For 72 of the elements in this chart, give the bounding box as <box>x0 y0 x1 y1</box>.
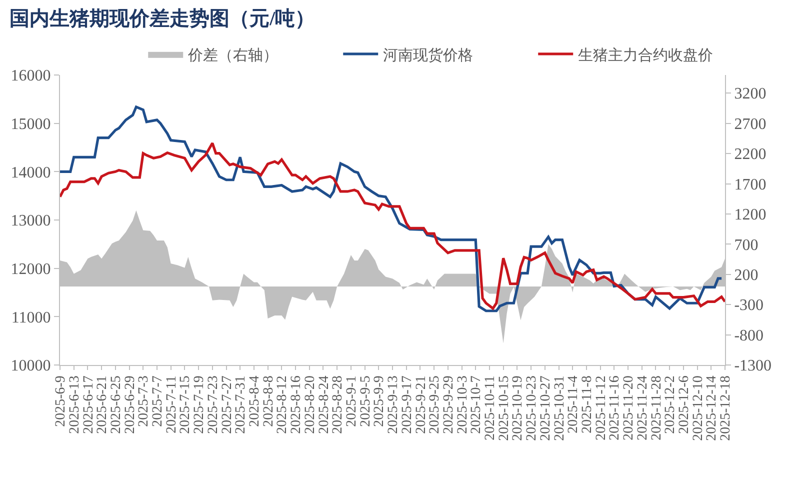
x-tick-label: 2025-11-16 <box>608 376 623 440</box>
y2-tick-label: 2700 <box>734 116 766 133</box>
x-tick-label: 2025-9-25 <box>428 376 443 434</box>
x-tick-label: 2025-9-21 <box>414 376 429 434</box>
x-tick-label: 2025-10-23 <box>524 376 540 441</box>
x-tick-label: 2025-10-31 <box>552 376 568 441</box>
legend-label: 价差（右轴） <box>187 46 278 64</box>
x-tick-label: 2025-12-14 <box>704 376 720 441</box>
chart-title: 国内生猪期现价差走势图（元/吨） <box>10 8 316 30</box>
y2-tick-label: -1300 <box>734 358 772 375</box>
x-tick-label: 2025-9-17 <box>400 376 415 434</box>
y2-tick-label: -800 <box>734 327 764 344</box>
x-tick-label: 2025-8-28 <box>330 376 346 434</box>
x-tick-label: 2025-12-6 <box>676 376 692 434</box>
line-series <box>60 142 725 310</box>
x-tick-label: 2025-6-29 <box>122 376 138 434</box>
x-tick-label: 2025-7-31 <box>234 376 249 434</box>
y-tick-label: 12000 <box>10 260 51 278</box>
x-tick-label: 2025-10-27 <box>538 376 554 441</box>
x-tick-label: 2025-11-20 <box>622 376 637 440</box>
x-tick-label: 2025-7-23 <box>206 376 221 434</box>
x-tick-label: 2025-12-2 <box>663 376 678 434</box>
x-tick-label: 2025-9-9 <box>372 376 388 427</box>
x-tick-label: 2025-8-8 <box>261 376 276 427</box>
x-tick-label: 2025-8-4 <box>248 376 263 427</box>
x-tick-label: 2025-12-18 <box>718 376 734 441</box>
x-tick-label: 2025-7-19 <box>192 376 208 434</box>
x-tick-label: 2025-8-16 <box>289 376 304 434</box>
legend-label: 生猪主力合约收盘价 <box>578 46 714 64</box>
x-tick-label: 2025-7-7 <box>150 376 166 427</box>
y-tick-label: 10000 <box>10 358 51 375</box>
y2-tick-label: 700 <box>734 236 758 254</box>
y2-tick-label: 3200 <box>734 86 766 103</box>
x-tick-label: 2025-9-13 <box>386 376 402 434</box>
x-tick-label: 2025-11-12 <box>594 376 609 440</box>
y-tick-label: 14000 <box>10 164 51 182</box>
x-tick-label: 2025-11-28 <box>649 376 664 440</box>
x-tick-label: 2025-6-13 <box>67 376 82 434</box>
y2-tick-label: 200 <box>734 266 758 284</box>
x-tick-label: 2025-8-24 <box>316 376 332 434</box>
y2-tick-label: 1700 <box>734 176 766 194</box>
y2-tick-label: -300 <box>734 297 764 314</box>
x-tick-label: 2025-6-21 <box>95 376 110 434</box>
x-tick-label: 2025-6-25 <box>108 376 124 434</box>
x-tick-label: 2025-12-10 <box>690 376 706 441</box>
legend-label: 河南现货价格 <box>383 46 474 64</box>
x-tick-label: 2025-10-7 <box>469 376 484 434</box>
x-tick-label: 2025-11-24 <box>635 376 650 440</box>
x-tick-label: 2025-6-17 <box>81 376 96 434</box>
x-tick-label: 2025-9-1 <box>344 376 360 427</box>
x-tick-label: 2025-9-5 <box>358 376 374 427</box>
x-tick-label: 2025-8-20 <box>302 376 318 434</box>
x-tick-label: 2025-6-9 <box>54 376 69 427</box>
y-tick-label: 13000 <box>10 212 51 230</box>
x-tick-label: 2025-10-15 <box>496 376 512 441</box>
x-tick-label: 2025-7-11 <box>164 376 180 434</box>
x-tick-label: 2025-10-19 <box>510 376 526 441</box>
x-tick-label: 2025-9-29 <box>441 376 456 434</box>
x-tick-label: 2025-10-3 <box>455 376 470 434</box>
line-series <box>60 106 723 312</box>
y-tick-label: 15000 <box>10 116 51 133</box>
x-tick-label: 2025-7-3 <box>136 376 152 427</box>
x-tick-label: 2025-8-12 <box>275 376 290 434</box>
y2-tick-label: 1200 <box>734 206 766 224</box>
x-tick-label: 2025-7-15 <box>178 376 194 434</box>
y2-tick-label: 2200 <box>734 146 766 164</box>
x-tick-label: 2025-11-4 <box>566 376 582 434</box>
x-tick-label: 2025-7-27 <box>220 376 235 434</box>
y-tick-label: 16000 <box>10 68 51 85</box>
y-tick-label: 11000 <box>11 309 51 326</box>
x-tick-label: 2025-11-8 <box>580 376 596 434</box>
x-tick-label: 2025-10-11 <box>483 376 498 440</box>
